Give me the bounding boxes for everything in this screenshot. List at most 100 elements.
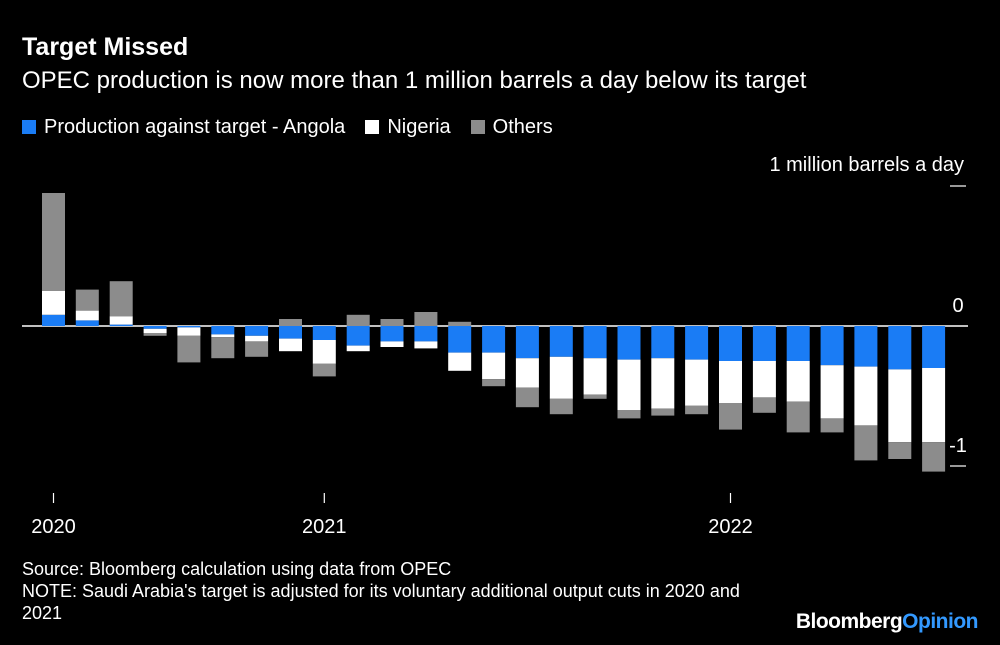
bar-nigeria: [448, 352, 472, 371]
bar-others: [279, 319, 302, 326]
bar-nigeria: [109, 316, 133, 325]
bar-others: [75, 289, 99, 311]
bar-angola: [109, 324, 133, 326]
methodology-note: NOTE: Saudi Arabia's target is adjusted …: [22, 581, 740, 623]
bar-others: [515, 387, 539, 408]
bar-angola: [177, 326, 201, 328]
legend-item-others: Others: [470, 114, 553, 140]
bar-angola: [346, 326, 370, 346]
x-tick-label: 2020: [31, 516, 76, 538]
brand-name: Bloomberg: [795, 610, 903, 633]
bar-others: [346, 314, 370, 326]
bar-nigeria: [482, 352, 506, 380]
bar-angola: [549, 326, 573, 357]
legend-label-angola: Production against target - Angola: [44, 116, 346, 138]
bar-angola: [651, 326, 675, 359]
bar-angola: [820, 326, 844, 366]
bar-nigeria: [617, 359, 641, 410]
bar-nigeria: [854, 366, 878, 426]
bar-angola: [583, 326, 607, 359]
brand-suffix: Opinion: [902, 610, 978, 633]
bar-others: [448, 321, 472, 326]
bar-angola: [245, 326, 269, 336]
bar-others: [786, 401, 810, 433]
bar-angola: [312, 326, 336, 340]
bar-others: [211, 337, 235, 359]
bar-nigeria: [245, 335, 269, 342]
bar-others: [888, 442, 912, 459]
legend-label-nigeria: Nigeria: [387, 116, 451, 138]
source-note: Source: Bloomberg calculation using data…: [22, 559, 452, 579]
bar-nigeria: [346, 345, 370, 352]
bar-angola: [515, 326, 539, 359]
bar-nigeria: [279, 338, 302, 352]
bar-others: [245, 341, 269, 357]
chart-subtitle: OPEC production is now more than 1 milli…: [22, 67, 807, 94]
bar-angola: [888, 326, 912, 370]
bar-others: [42, 193, 65, 291]
bar-angola: [786, 326, 810, 361]
bar-others: [854, 425, 878, 461]
bar-nigeria: [786, 361, 810, 402]
bar-nigeria: [515, 358, 539, 388]
legend-item-angola: Production against target - Angola: [22, 114, 345, 140]
y-tick-label: 0: [952, 295, 963, 317]
bar-others: [312, 363, 336, 377]
bar-others: [752, 397, 776, 413]
bar-others: [109, 281, 133, 317]
chart-title: Target Missed: [22, 33, 189, 61]
bar-nigeria: [685, 359, 709, 406]
bar-others: [143, 333, 167, 336]
x-tick-label: 2022: [708, 516, 753, 538]
bar-nigeria: [583, 358, 607, 395]
bar-nigeria: [211, 334, 235, 338]
bar-nigeria: [651, 358, 675, 409]
brand-logo: BloombergOpinion: [795, 610, 979, 634]
footer: Source: Bloomberg calculation using data…: [22, 558, 782, 624]
legend-label-others: Others: [492, 116, 553, 138]
bar-others: [583, 394, 607, 399]
bar-others: [414, 312, 438, 326]
bar-angola: [752, 326, 776, 361]
bar-nigeria: [414, 341, 438, 349]
bar-nigeria: [380, 341, 404, 347]
bar-angola: [685, 326, 709, 360]
legend-swatch-nigeria: [365, 120, 380, 134]
bar-others: [177, 335, 201, 363]
bar-nigeria: [922, 368, 946, 443]
bar-angola: [279, 326, 302, 339]
bar-nigeria: [143, 328, 167, 333]
bar-angola: [482, 326, 506, 353]
legend-swatch-angola: [22, 120, 36, 134]
bar-angola: [719, 326, 742, 361]
y-axis-unit-label: 1 million barrels a day: [769, 154, 964, 176]
bar-nigeria: [549, 356, 573, 399]
bar-angola: [380, 326, 404, 342]
bar-nigeria: [42, 291, 65, 315]
bar-nigeria: [888, 369, 912, 443]
bar-nigeria: [820, 365, 844, 419]
bar-nigeria: [312, 340, 336, 364]
bar-nigeria: [752, 361, 776, 398]
legend: Production against target - Angola Niger…: [22, 114, 573, 140]
bar-nigeria: [177, 327, 201, 336]
bar-angola: [75, 320, 99, 326]
bar-angola: [922, 326, 946, 368]
bar-angola: [211, 326, 235, 335]
bar-angola: [414, 326, 438, 342]
bar-others: [380, 319, 404, 326]
bar-others: [685, 405, 709, 415]
bar-angola: [448, 326, 472, 353]
bar-others: [482, 379, 506, 387]
bar-others: [651, 408, 675, 416]
bar-others: [820, 418, 844, 433]
bar-nigeria: [719, 361, 742, 403]
bar-others: [922, 442, 946, 472]
bar-nigeria: [75, 310, 99, 321]
legend-swatch-others: [470, 120, 485, 134]
bar-angola: [42, 314, 65, 326]
bar-angola: [617, 326, 641, 360]
x-tick-label: 2021: [302, 516, 347, 538]
bar-others: [617, 410, 641, 419]
